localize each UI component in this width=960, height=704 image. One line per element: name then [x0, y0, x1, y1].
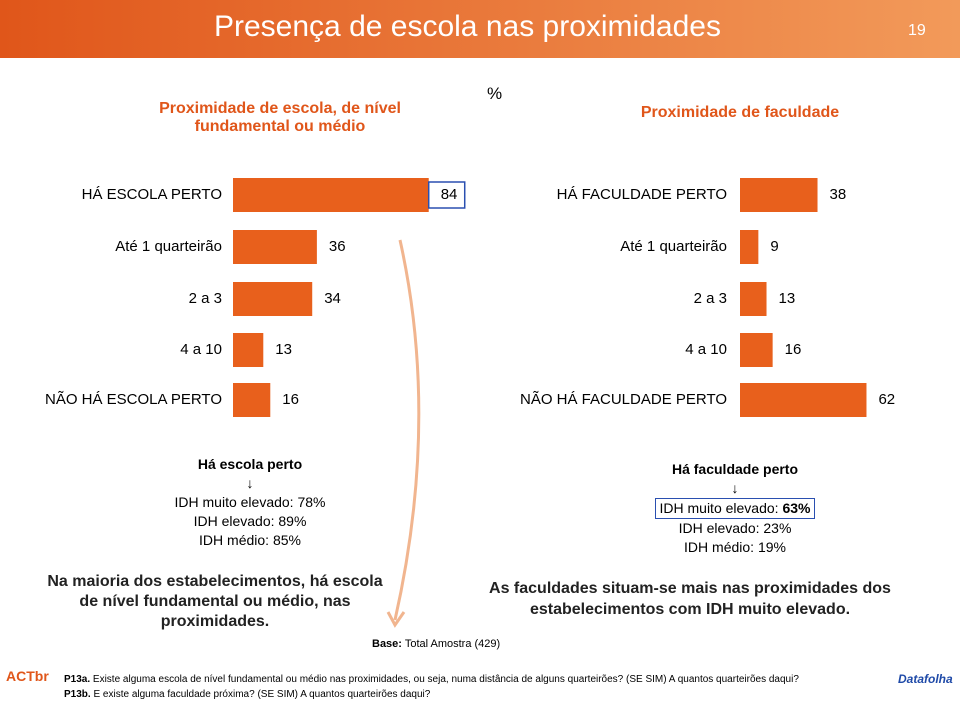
bar	[233, 383, 271, 417]
bar	[740, 282, 767, 316]
value-label: 84	[441, 186, 458, 203]
chart-title: Proximidade de escola, de nível fundamen…	[159, 100, 401, 135]
category-label: HÁ ESCOLA PERTO	[82, 186, 222, 203]
footnote-code: P13b.	[64, 689, 91, 700]
value-label: 62	[878, 391, 895, 408]
category-label: 4 a 10	[180, 341, 222, 358]
category-label: 2 a 3	[189, 290, 222, 307]
idh-line: IDH elevado: 89%	[193, 513, 307, 529]
decor-arrow	[393, 239, 421, 621]
footnotes: P13a. Existe alguma escola de nível fund…	[64, 672, 894, 702]
base-note: Base: Total Amostra (429)	[372, 638, 500, 650]
header-bar	[0, 0, 960, 58]
idh-line: IDH médio: 85%	[199, 532, 301, 548]
value-label: 36	[329, 238, 346, 255]
category-label: NÃO HÁ ESCOLA PERTO	[45, 391, 222, 408]
value-highlight	[427, 181, 466, 209]
base-text: Total Amostra (429)	[401, 638, 501, 650]
arrow: ↓	[246, 475, 254, 491]
footnote: P13a. Existe alguma escola de nível fund…	[64, 672, 894, 687]
category-label: Até 1 quarteirão	[115, 238, 222, 255]
bar	[740, 383, 867, 417]
bar	[233, 230, 317, 264]
conclusion: As faculdades situam-se mais nas proximi…	[489, 580, 891, 618]
decor-arrow-head	[386, 611, 406, 628]
value-label: 34	[324, 290, 341, 307]
bar	[740, 178, 818, 212]
slide-title: Presença de escola nas proximidades	[214, 10, 721, 43]
arrow: ↓	[731, 480, 739, 496]
footnote: P13b. E existe alguma faculdade próxima?…	[64, 687, 894, 702]
page-number: 19	[908, 22, 926, 39]
footnote-code: P13a.	[64, 674, 91, 685]
logo: ACTbr	[6, 668, 49, 684]
college-box: Há faculdade perto ↓ IDH muito elevado: …	[615, 460, 855, 557]
logo: Datafolha	[898, 672, 953, 686]
category-label: NÃO HÁ FACULDADE PERTO	[520, 391, 727, 408]
bar	[233, 178, 429, 212]
footnote-text: Existe alguma escola de nível fundamenta…	[90, 674, 799, 685]
box-title: Há escola perto	[197, 456, 303, 472]
value-label: 38	[830, 186, 847, 203]
value-label: 9	[770, 238, 778, 255]
idh-line: IDH muito elevado: 78%	[174, 494, 326, 510]
bar	[233, 282, 313, 316]
idh-label: IDH muito elevado:	[659, 500, 783, 516]
idh-value: 63%	[782, 500, 811, 516]
category-label: 4 a 10	[685, 341, 727, 358]
unit: %	[487, 84, 503, 103]
bar	[740, 333, 773, 367]
idh-line: IDH elevado: 23%	[678, 520, 792, 536]
conclusion: Na maioria dos estabelecimentos, há esco…	[47, 573, 383, 630]
value-label: 16	[785, 341, 802, 358]
category-label: Até 1 quarteirão	[620, 238, 727, 255]
value-label: 13	[275, 341, 292, 358]
base-label: Base:	[372, 638, 402, 650]
box-title: Há faculdade perto	[671, 461, 799, 477]
value-label: 16	[282, 391, 299, 408]
highlight-box: IDH muito elevado: 63%	[654, 498, 816, 519]
chart-title: Proximidade de faculdade	[640, 104, 840, 121]
bar	[740, 230, 759, 264]
school-box: Há escola perto ↓ IDH muito elevado: 78%…	[130, 455, 370, 550]
value-label: 13	[779, 290, 796, 307]
footnote-text: E existe alguma faculdade próxima? (SE S…	[90, 689, 431, 700]
category-label: 2 a 3	[694, 290, 727, 307]
category-label: HÁ FACULDADE PERTO	[557, 186, 727, 203]
idh-line: IDH médio: 19%	[684, 539, 786, 555]
bar	[233, 333, 264, 367]
